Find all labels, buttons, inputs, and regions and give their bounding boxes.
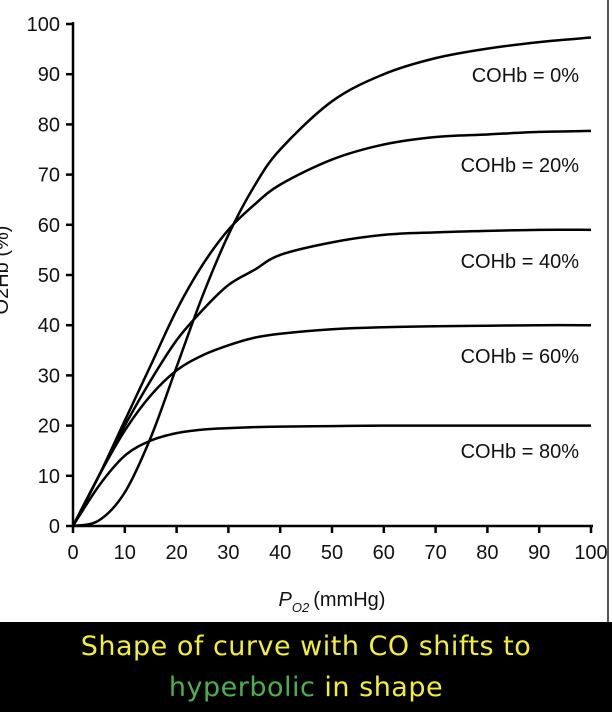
oxygen-dissociation-chart: 0 10 20 30 40 50 60 70 80 90 100 0 10 20 30 40 50 60 70 80 9…: [0, 14, 608, 615]
y-axis-label: O2Hb (%): [0, 226, 13, 315]
curve-0: [72, 36, 592, 528]
y-tick-label: 60: [38, 215, 60, 237]
x-tick-label: 40: [269, 542, 291, 564]
x-tick-label: 10: [114, 542, 136, 564]
y-tick-label: 40: [38, 315, 60, 337]
x-tick-label: 80: [476, 542, 498, 564]
right-border: [607, 0, 609, 622]
series-label: COHb = 40%: [461, 251, 580, 273]
y-tick-label: 50: [38, 265, 60, 287]
x-axis-label: PO2 (mmHg): [279, 589, 386, 615]
x-axis-label-main: P: [279, 589, 293, 611]
curve-3: [71, 323, 592, 527]
curve-1: [71, 129, 592, 527]
axes: [66, 22, 593, 533]
y-tick-label: 30: [38, 365, 60, 387]
curve-4: [71, 424, 591, 527]
x-axis-label-sub: O2: [292, 600, 310, 615]
x-tick-label: 30: [217, 542, 239, 564]
series-label: COHb = 60%: [461, 346, 580, 368]
caption-line-1: Shape of curve with CO shifts to: [80, 631, 532, 662]
tick-labels: 0 10 20 30 40 50 60 70 80 90 100 0 10 20 30 40 50 60 70 80 9…: [27, 14, 608, 564]
x-tick-label: 70: [424, 542, 446, 564]
caption-highlight: hyperbolic: [168, 672, 316, 703]
x-tick-label: 0: [67, 542, 78, 564]
x-tick-label: 90: [528, 542, 550, 564]
caption-rest: in shape: [315, 672, 444, 703]
series-label: COHb = 20%: [461, 155, 580, 177]
caption-line-2: hyperbolic in shape: [0, 667, 612, 708]
x-tick-label: 50: [321, 542, 343, 564]
series-labels: COHb = 0% COHb = 20% COHb = 40% COHb = 60% C…: [461, 65, 580, 463]
y-tick-label: 10: [38, 466, 60, 488]
caption: Shape of curve with CO shifts to hyperbo…: [0, 622, 612, 712]
y-tick-label: 80: [38, 114, 60, 136]
x-tick-label: 60: [373, 542, 395, 564]
x-tick-label: 100: [574, 542, 607, 564]
y-tick-label: 90: [38, 64, 60, 86]
y-tick-label: 100: [27, 14, 60, 36]
x-axis-label-unit: (mmHg): [313, 589, 385, 611]
y-tick-label: 70: [38, 165, 60, 187]
series-label: COHb = 0%: [472, 65, 579, 87]
y-tick-label: 20: [38, 416, 60, 438]
y-tick-label: 0: [49, 516, 60, 538]
x-tick-label: 20: [165, 542, 187, 564]
series-label: COHb = 80%: [461, 441, 580, 463]
curve-2: [71, 228, 592, 527]
curves: [71, 36, 592, 528]
